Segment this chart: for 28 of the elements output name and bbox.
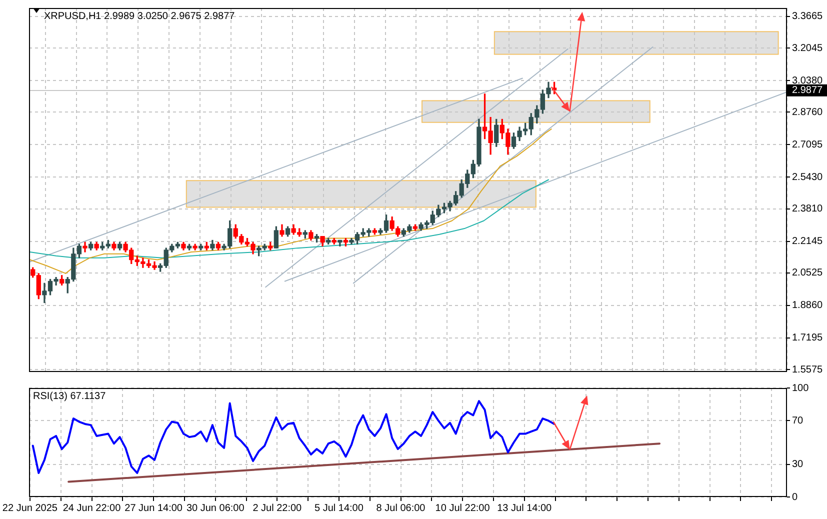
y-tick-label: 2.5430 xyxy=(792,172,824,183)
y-tick-label: 2.7095 xyxy=(792,139,824,150)
x-tick-label: 24 Jun 22:00 xyxy=(62,502,122,514)
y-tick-label: 3.0380 xyxy=(792,75,824,86)
y-tick-label: 2.8760 xyxy=(792,106,824,118)
chart-title: XRPUSD,H1 2.9989 3.0250 2.9675 2.9877 xyxy=(44,10,236,22)
x-tick-label: 13 Jul 14:00 xyxy=(497,502,552,514)
x-tick-label: 30 Jun 06:00 xyxy=(186,502,245,514)
y-tick-label: 3.2045 xyxy=(792,42,824,54)
x-tick-label: 27 Jun 14:00 xyxy=(124,502,183,514)
chart-title: RSI(13) 67.1137 xyxy=(33,390,106,402)
y-tick-label: 2.3810 xyxy=(792,204,824,215)
x-tick-label: 22 Jun 2025 xyxy=(2,502,58,514)
y-tick-label: 1.8860 xyxy=(792,300,824,312)
x-tick-label: 2 Jul 22:00 xyxy=(252,502,302,514)
ref-line-label: 2.9877 xyxy=(792,85,824,96)
x-tick-label: 10 Jul 22:00 xyxy=(435,502,490,514)
y-tick-label: 1.5575 xyxy=(792,364,824,376)
x-tick-label: 5 Jul 14:00 xyxy=(314,502,364,514)
y-tick-label: 2.2145 xyxy=(792,236,824,248)
y-tick-label: 100 xyxy=(792,382,810,394)
y-tick-label: 30 xyxy=(792,459,804,470)
y-tick-label: 2.0525 xyxy=(792,268,824,279)
y-tick-label: 3.3665 xyxy=(792,11,824,22)
y-tick-label: 70 xyxy=(792,415,804,426)
x-tick-label: 8 Jul 06:00 xyxy=(376,502,426,514)
y-tick-label: 0 xyxy=(792,492,798,503)
y-tick-label: 1.7195 xyxy=(792,332,824,344)
